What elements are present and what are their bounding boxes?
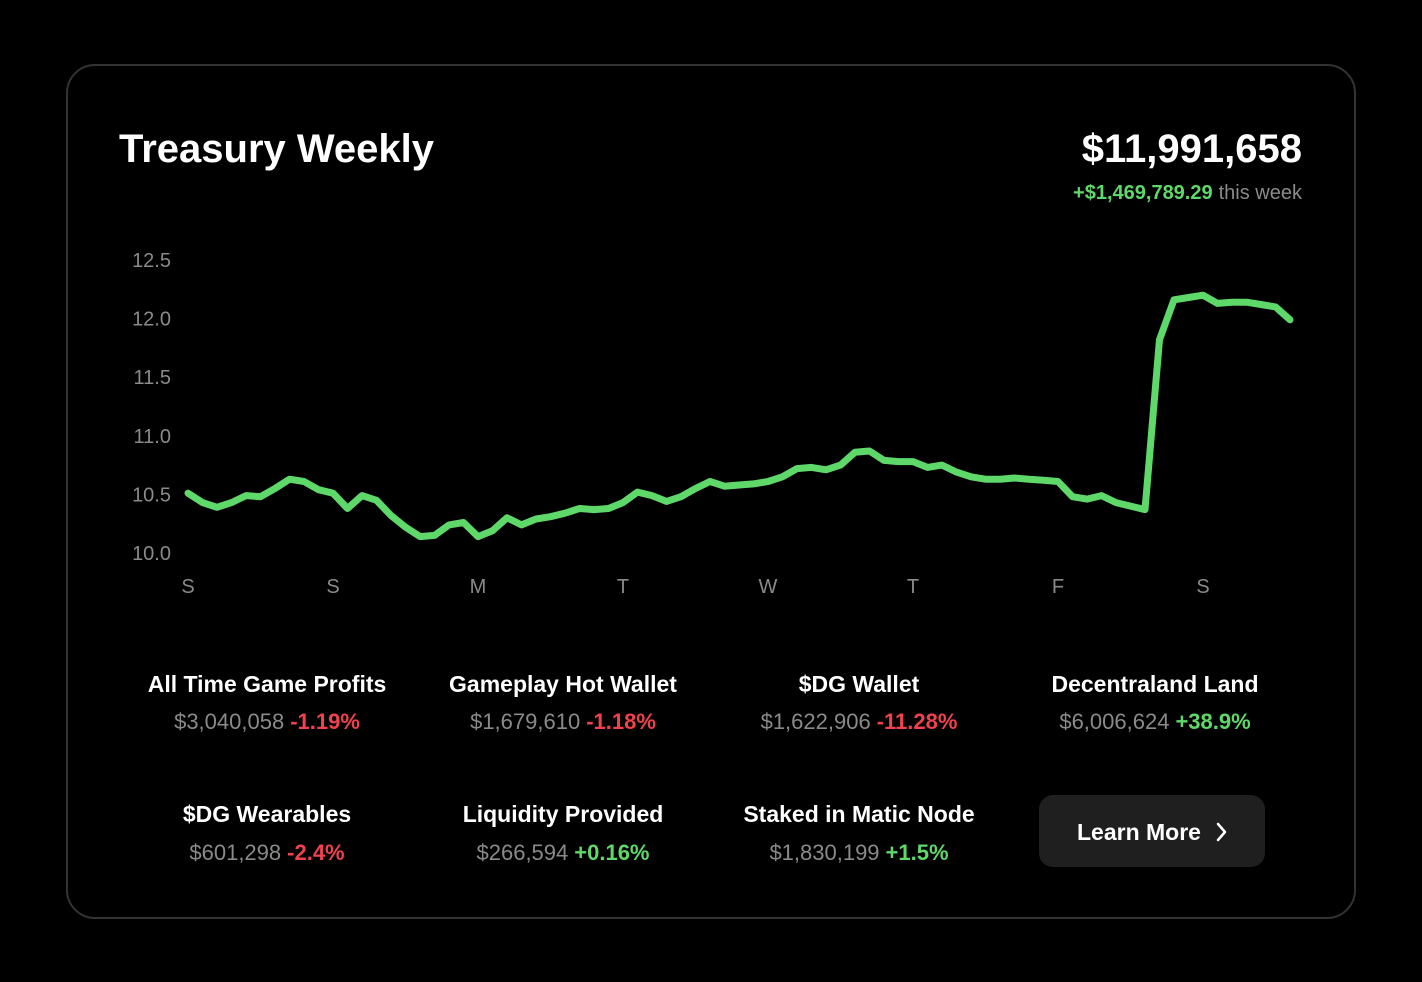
stat-value: $1,679,610 -1.18% (470, 709, 656, 734)
treasury-line (184, 291, 1294, 541)
stat-change: -2.4% (287, 840, 344, 865)
change-suffix: this week (1219, 182, 1303, 204)
x-tick-label: S (326, 576, 339, 598)
weekly-change: +$1,469,789.29 this week (1073, 182, 1303, 204)
button-bg[interactable] (1039, 795, 1265, 867)
button-label[interactable]: Learn More (1077, 819, 1201, 845)
stat-change: -1.19% (290, 709, 360, 734)
change-amount: +$1,469,789.29 (1073, 182, 1213, 204)
x-tick-label: F (1052, 576, 1064, 598)
stat-amount: $3,040,058 (174, 709, 284, 734)
y-tick-label: 10.5 (132, 484, 171, 506)
stat-amount: $1,830,199 (769, 840, 879, 865)
stat-value: $266,594 +0.16% (477, 840, 650, 865)
stat-amount: $6,006,624 (1059, 709, 1169, 734)
stat-name: Liquidity Provided (463, 801, 664, 827)
stat-amount: $1,622,906 (761, 709, 871, 734)
line-chart: 10.0 10.5 11.0 11.5 12.0 12.5 S S M T W T F S (132, 250, 1294, 598)
x-tick-label: T (907, 576, 919, 598)
y-tick-label: 10.0 (132, 543, 171, 565)
stat-value: $601,298 -2.4% (189, 840, 344, 865)
x-tick-label: M (470, 576, 487, 598)
y-tick-label: 12.0 (132, 309, 171, 331)
stat-amount: $266,594 (477, 840, 569, 865)
stat-name: Decentraland Land (1051, 671, 1258, 697)
stat-change: +38.9% (1175, 709, 1250, 734)
stat-change: +1.5% (886, 840, 949, 865)
stat-name: All Time Game Profits (148, 671, 387, 697)
stat-value: $3,040,058 -1.19% (174, 709, 360, 734)
x-tick-label: W (759, 576, 778, 598)
stat-value: $1,830,199 +1.5% (769, 840, 948, 865)
x-tick-label: S (1196, 576, 1209, 598)
y-tick-label: 12.5 (132, 250, 171, 272)
stat-value: $6,006,624 +38.9% (1059, 709, 1250, 734)
stat-change: -1.18% (586, 709, 656, 734)
x-tick-label: T (617, 576, 629, 598)
stats-grid: All Time Game Profits $3,040,058 -1.19% Gam… (148, 671, 1259, 865)
x-tick-label: S (181, 576, 194, 598)
chevron-icon[interactable] (1216, 822, 1227, 842)
card-frame (66, 64, 1356, 919)
learn-more-button[interactable]: Learn More (1039, 795, 1265, 867)
total-value: $11,991,658 (1082, 127, 1302, 171)
stat-name: $DG Wearables (183, 801, 351, 827)
stat-name: Gameplay Hot Wallet (449, 671, 677, 697)
stat-change: +0.16% (574, 840, 649, 865)
stat-amount: $601,298 (189, 840, 281, 865)
stat-value: $1,622,906 -11.28% (761, 709, 958, 734)
y-tick-label: 11.0 (134, 426, 171, 448)
stat-change: -11.28% (877, 709, 958, 734)
stat-name: Staked in Matic Node (743, 801, 974, 827)
title: Treasury Weekly (119, 127, 435, 171)
stat-name: $DG Wallet (799, 671, 920, 697)
stat-amount: $1,679,610 (470, 709, 580, 734)
y-tick-label: 11.5 (134, 367, 171, 389)
